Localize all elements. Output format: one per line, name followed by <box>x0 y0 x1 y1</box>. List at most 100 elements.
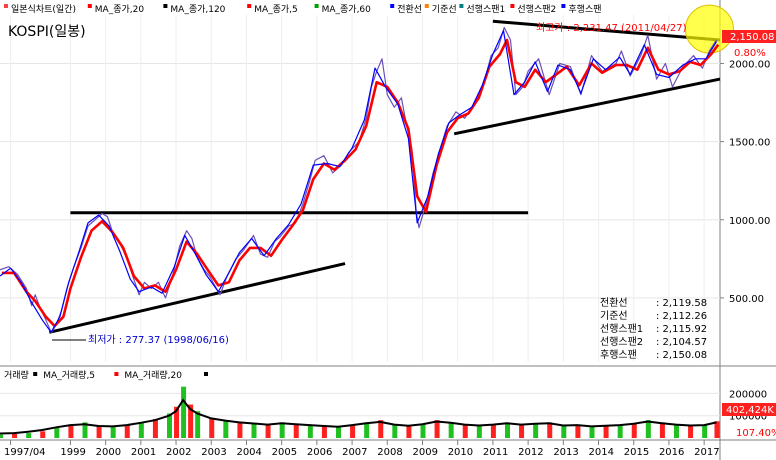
y-tick-label: 500.00 <box>729 294 764 305</box>
chart-title: KOSPI(일봉) <box>8 24 86 40</box>
volume-bar <box>547 422 553 438</box>
volume-bar <box>96 425 102 438</box>
y-tick-label: 2000.00 <box>729 59 770 70</box>
x-tick-label: 2000 <box>96 447 121 458</box>
volume-bar <box>26 433 32 438</box>
legend-swatch <box>87 4 92 8</box>
indicator-name: 전환선 <box>600 297 628 309</box>
volume-bar <box>659 422 665 438</box>
legend-label: 전환선 <box>397 3 422 15</box>
x-tick-label: 2009 <box>412 447 437 458</box>
volume-bars <box>0 386 720 438</box>
x-tick-label: 2011 <box>483 447 508 458</box>
volume-bar <box>251 423 257 438</box>
indicator-value: : 2,119.58 <box>656 298 707 309</box>
volume-bar <box>631 423 637 438</box>
indicator-box: 전환선: 2,119.58 기준선: 2,112.26 선행스팬1: 2,115.9… <box>600 297 707 361</box>
volume-bar <box>462 424 468 438</box>
legend-label: 선행스팬2 <box>517 3 556 15</box>
volume-legend-swatch <box>114 372 119 376</box>
volume-bar <box>335 426 341 438</box>
volume-bar <box>40 431 46 438</box>
volume-bar <box>209 417 215 438</box>
volume-bar <box>448 422 454 438</box>
volume-bar <box>714 421 720 438</box>
volume-bar <box>188 404 194 438</box>
x-tick-label: 2016 <box>659 447 684 458</box>
legend-label: MA_종가,20 <box>95 4 145 15</box>
volume-ma-line <box>0 398 717 435</box>
volume-bar <box>181 386 187 438</box>
legend-swatch <box>459 4 464 8</box>
volume-badge-bg <box>722 403 776 416</box>
y-tick-label: 1500.00 <box>729 138 770 149</box>
volume-bar <box>293 423 299 438</box>
legend-swatch <box>561 4 566 8</box>
main-legend: 일본식차트(일간) MA_종가,20 MA_종가,120 MA_종가,5 MA_종가,6… <box>4 3 602 15</box>
volume-bar <box>504 422 510 438</box>
volume-bar <box>434 420 440 438</box>
trend-line <box>453 77 721 136</box>
axis-labels: 2000.00 1500.00 1000.00 500.00 200000 100000 1… <box>4 59 770 458</box>
current-price-badge-bg <box>722 30 776 43</box>
price-series <box>0 26 720 334</box>
volume-bar <box>603 425 609 438</box>
legend-swatch <box>4 4 8 8</box>
volume-bar <box>237 422 243 438</box>
volume-bar <box>490 424 496 438</box>
volume-bar <box>350 424 356 438</box>
legend-swatch <box>424 4 429 8</box>
x-tick-label: 1997/04 <box>4 447 46 458</box>
trend-line <box>492 19 721 42</box>
volume-bar <box>392 424 398 438</box>
volume-bar <box>673 424 679 438</box>
volume-bar <box>688 425 694 438</box>
volume-bar <box>378 420 384 438</box>
x-tick-label: 2010 <box>448 447 473 458</box>
x-tick-label: 2017 <box>694 447 719 458</box>
volume-bar <box>174 406 180 438</box>
legend-swatch <box>163 4 168 8</box>
volume-bar <box>54 427 60 438</box>
volume-bar <box>195 411 201 438</box>
indicator-name: 후행스팬 <box>600 349 637 361</box>
volume-legend-label: MA_거래량,5 <box>43 369 95 381</box>
y-tick-label: 1000.00 <box>729 216 770 227</box>
volume-bar <box>138 422 144 438</box>
volume-legend-swatch <box>33 372 38 376</box>
indicator-value: : 2,150.08 <box>656 350 707 361</box>
volume-bar <box>223 420 229 438</box>
volume-tick-label: 200000 <box>729 389 767 400</box>
x-tick-label: 2005 <box>272 447 297 458</box>
volume-bar <box>575 424 581 438</box>
volume-bar <box>589 426 595 438</box>
indicator-name: 기준선 <box>600 310 628 322</box>
volume-bar <box>702 424 708 438</box>
volume-legend: 거래량 MA_거래량,5 MA_거래량,20 <box>4 369 208 381</box>
volume-bar <box>124 424 130 438</box>
x-tick-label: 2006 <box>307 447 332 458</box>
series-line <box>0 30 718 333</box>
legend-label: 기준선 <box>432 4 457 15</box>
volume-bar <box>321 425 327 438</box>
volume-bar <box>406 425 412 438</box>
volume-bar <box>307 424 313 438</box>
indicator-value: : 2,104.57 <box>656 337 707 348</box>
x-tick-label: 2015 <box>624 447 649 458</box>
volume-badge: 402,424K <box>726 405 774 416</box>
current-price-badge: 2,150.08 <box>730 32 775 43</box>
highlight-circle <box>684 4 734 54</box>
indicator-name: 선행스팬1 <box>600 323 643 335</box>
x-tick-label: 2002 <box>166 447 191 458</box>
x-tick-label: 2007 <box>342 447 367 458</box>
volume-bar <box>364 422 370 438</box>
legend-swatch <box>510 4 515 8</box>
x-tick-label: 2004 <box>236 447 261 458</box>
x-tick-label: 2001 <box>131 447 156 458</box>
price-change-pct: 0.80% <box>734 48 766 59</box>
volume-bar <box>12 433 18 438</box>
legend-label: 일본식차트(일간) <box>11 3 76 15</box>
lowest-price-label: 최저가 : 277.37 (1998/06/16) <box>88 334 229 346</box>
legend-label: 선행스팬1 <box>466 3 505 15</box>
